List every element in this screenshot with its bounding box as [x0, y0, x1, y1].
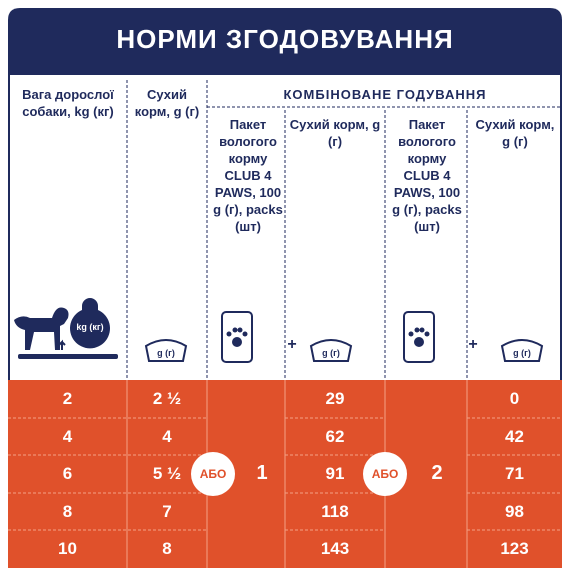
column-header: Сухий корм, g (г): [289, 117, 381, 149]
plus: +: [287, 336, 297, 353]
column-header: Вага дорослої собаки, kg (кг): [22, 87, 114, 119]
cell: 29: [325, 389, 345, 408]
column-header: КОМБІНОВАНЕ ГОДУВАННЯ: [283, 87, 487, 102]
cell: 98: [505, 501, 524, 521]
or-badge: АБО: [199, 467, 227, 481]
icon-label: g (г): [157, 348, 175, 358]
icon-label: g (г): [513, 348, 531, 358]
cell: 8: [62, 501, 73, 521]
packs-cell: 1: [256, 462, 268, 484]
cell: 71: [505, 464, 524, 484]
cell: 118: [321, 501, 349, 521]
cell: 4: [162, 426, 172, 446]
cell: 6: [62, 464, 73, 484]
cell: 10: [58, 539, 77, 559]
cell: 143: [320, 539, 350, 559]
cell: 2 ½: [152, 389, 182, 408]
title: НОРМИ ЗГОДОВУВАННЯ: [116, 24, 454, 54]
cell: 5 ½: [152, 464, 182, 484]
column-header: Сухий корм, g (г): [134, 87, 200, 119]
cell: 42: [505, 426, 524, 446]
cell: 62: [325, 426, 345, 446]
icon-label: g (г): [322, 348, 340, 358]
column-header: Пакет вологого корму CLUB 4 PAWS, 100 g …: [392, 117, 462, 234]
icon-label: kg (кг): [76, 322, 104, 332]
cell: 7: [162, 501, 172, 521]
cell: 4: [62, 426, 73, 446]
column-header: Пакет вологого корму CLUB 4 PAWS, 100 g …: [213, 117, 283, 234]
plus: +: [468, 336, 478, 353]
cell: 123: [500, 539, 529, 559]
packs-cell: 2: [431, 462, 443, 484]
cell: 91: [325, 464, 345, 484]
or-badge: АБО: [371, 467, 399, 481]
cell: 8: [162, 539, 172, 559]
cell: 0: [509, 389, 520, 408]
column-header: Сухий корм, g (г): [475, 117, 555, 149]
cell: 2: [62, 389, 73, 408]
